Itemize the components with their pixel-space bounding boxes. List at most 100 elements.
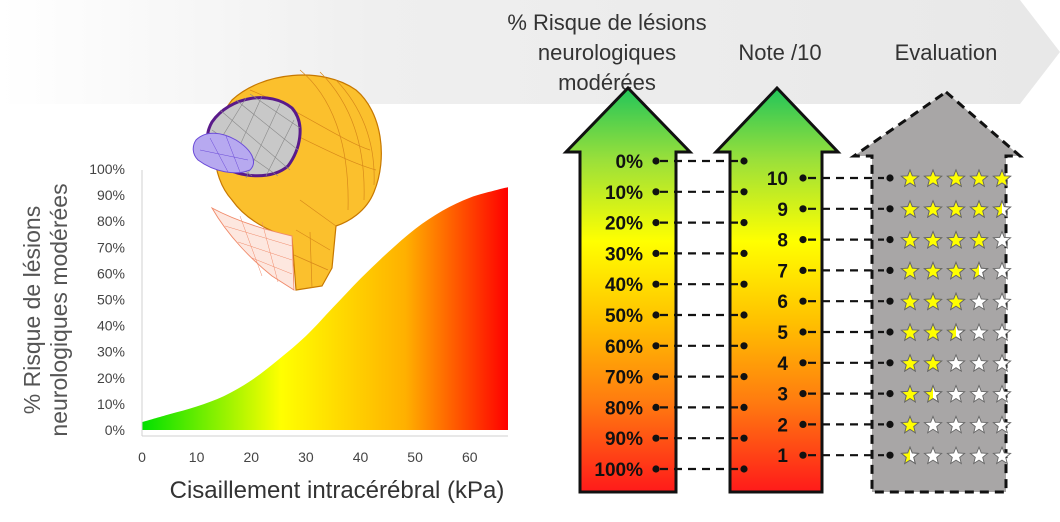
injury-risk-chart: 0% 10% 20% 30% 40% 50% 60% 70% 80% 90% 100% 0 10 20 3…	[19, 161, 508, 504]
connector-dot	[799, 174, 807, 182]
note-scale-label: 10	[767, 169, 788, 190]
star-icon	[900, 168, 920, 188]
risk-scale-label: 60%	[605, 337, 643, 358]
star-icon	[946, 230, 966, 249]
star-icon	[946, 199, 966, 219]
connector-dot	[652, 188, 660, 196]
header-evaluation: Evaluation	[895, 40, 998, 65]
connector-dot	[740, 342, 748, 350]
y-tick-label: 80%	[97, 213, 125, 229]
star-icon	[992, 230, 1012, 249]
y-tick-label: 30%	[97, 344, 125, 360]
risk-scale-label: 40%	[605, 275, 643, 296]
connector-dot	[799, 451, 807, 459]
star-icon	[969, 322, 989, 342]
note-scale-arrow	[712, 85, 842, 494]
header-note: Note /10	[738, 40, 821, 65]
star-icon	[946, 261, 966, 280]
note-scale-label: 5	[777, 323, 788, 344]
y-axis-label-line2: neurologiques modérées	[46, 183, 72, 436]
risk-scale-label: 90%	[605, 429, 643, 450]
star-icon	[969, 415, 989, 434]
connector-dot	[740, 403, 748, 411]
header-banner	[0, 0, 1060, 104]
connector-dot	[886, 451, 894, 459]
y-tick-label: 100%	[89, 161, 125, 177]
x-tick-label: 60	[462, 449, 478, 465]
note-scale-labels: 10 9 8 7 6 5 4 3 2 1	[767, 169, 789, 467]
connector-dot	[740, 311, 748, 319]
note-scale-label: 9	[777, 200, 788, 221]
y-tick-label: 90%	[97, 187, 125, 203]
risk-scale-labels: 0% 10% 20% 30% 40% 50% 60% 70% 80% 90% 100%	[594, 152, 643, 481]
note-scale-label: 3	[777, 385, 788, 406]
y-tick-label: 40%	[97, 318, 125, 334]
star-icon	[992, 168, 1012, 188]
connector-dot	[740, 157, 748, 165]
connector-dot	[886, 236, 894, 244]
risk-scale-label: 20%	[605, 214, 643, 235]
star-icon	[900, 291, 920, 311]
y-tick-label: 60%	[97, 265, 125, 281]
star-icon	[969, 261, 989, 280]
star-icon	[946, 384, 966, 403]
star-icon	[992, 199, 1012, 219]
x-tick-labels: 0 10 20 30 40 50 60	[138, 449, 478, 465]
risk-scale-label: 30%	[605, 244, 643, 265]
star-icon	[992, 384, 1012, 403]
star-icon	[923, 291, 943, 311]
star-icon	[923, 261, 943, 280]
risk-scale-arrow	[562, 85, 694, 494]
risk-curve-area	[142, 187, 508, 430]
connector-dot	[799, 297, 807, 305]
star-icon	[923, 445, 943, 465]
y-tick-label: 10%	[97, 396, 125, 412]
header-risk-line1: % Risque de lésions	[507, 10, 706, 35]
star-icon	[900, 230, 920, 249]
connector-dot	[886, 390, 894, 398]
y-tick-label: 50%	[97, 292, 125, 308]
connector-dot	[886, 266, 894, 274]
risk-scale-label: 50%	[605, 306, 643, 327]
connector-dot	[652, 465, 660, 473]
y-tick-label: 0%	[105, 422, 125, 438]
star-icon	[992, 322, 1012, 342]
star-icon	[923, 415, 943, 434]
header-risk-line2: neurologiques	[538, 40, 676, 65]
connector-dot	[799, 420, 807, 428]
star-icon	[900, 322, 920, 342]
star-icon	[969, 199, 989, 219]
connector-dot	[652, 311, 660, 319]
connector-dot	[652, 434, 660, 442]
star-icon	[969, 291, 989, 311]
scale-connectors	[652, 157, 894, 473]
risk-scale-label: 70%	[605, 368, 643, 389]
connector-dot	[652, 403, 660, 411]
note-scale-label: 6	[777, 292, 788, 313]
connector-dot	[740, 188, 748, 196]
connector-dot	[886, 205, 894, 213]
star-icon	[900, 415, 920, 434]
connector-dot	[740, 219, 748, 227]
note-scale-label: 1	[777, 446, 788, 467]
connector-dot	[886, 420, 894, 428]
star-icon	[969, 445, 989, 465]
note-scale-label: 7	[777, 261, 788, 282]
star-icon	[923, 353, 943, 373]
star-icon	[946, 322, 966, 342]
star-ratings	[900, 168, 1012, 465]
connector-dot	[652, 249, 660, 257]
risk-scale-label: 10%	[605, 183, 643, 204]
x-axis-label: Cisaillement intracérébral (kPa)	[170, 477, 505, 504]
star-icon	[923, 168, 943, 188]
star-icon	[969, 168, 989, 188]
connector-dot	[799, 359, 807, 367]
note-scale-label: 2	[777, 415, 788, 436]
header-risk-line3: modérées	[558, 70, 656, 95]
star-icon	[923, 322, 943, 342]
star-icon	[992, 415, 1012, 434]
connector-dot	[799, 390, 807, 398]
x-tick-label: 30	[298, 449, 314, 465]
